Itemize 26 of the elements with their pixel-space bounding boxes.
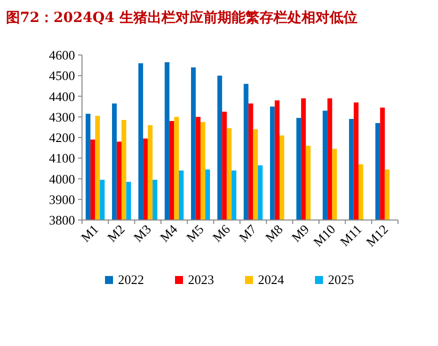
x-tick-label: M2 <box>104 222 128 245</box>
x-tick-label: M7 <box>236 221 260 245</box>
legend-label: 2024 <box>258 272 284 287</box>
y-tick-label: 4500 <box>49 68 75 84</box>
y-tick-label: 4300 <box>49 109 75 124</box>
y-tick-label: 3900 <box>49 192 75 207</box>
x-tick-label: M5 <box>183 222 207 245</box>
x-tick-label: M11 <box>336 222 365 250</box>
x-tick-label: M9 <box>288 222 312 245</box>
x-tick-label: M8 <box>262 222 286 245</box>
x-tick-label: M10 <box>310 222 338 250</box>
x-tick-label: M1 <box>78 222 102 245</box>
y-tick-label: 4200 <box>49 130 75 145</box>
legend-label: 2022 <box>118 272 144 287</box>
x-tick-label: M6 <box>210 221 234 245</box>
y-tick-label: 4600 <box>49 48 75 62</box>
y-tick-label: 4000 <box>49 171 75 186</box>
legend-label: 2025 <box>328 272 354 287</box>
x-tick-label: M4 <box>156 221 181 245</box>
y-tick-label: 4100 <box>49 150 75 166</box>
y-tick-label: 3800 <box>49 212 75 228</box>
y-tick-label: 4400 <box>49 88 75 104</box>
legend-label: 2023 <box>188 272 214 287</box>
chart-title: 图72：2024Q4 生猪出栏对应前期能繁存栏处相对低位 <box>6 9 358 26</box>
x-tick-label: M3 <box>130 222 154 245</box>
x-tick-label: M12 <box>362 222 391 250</box>
